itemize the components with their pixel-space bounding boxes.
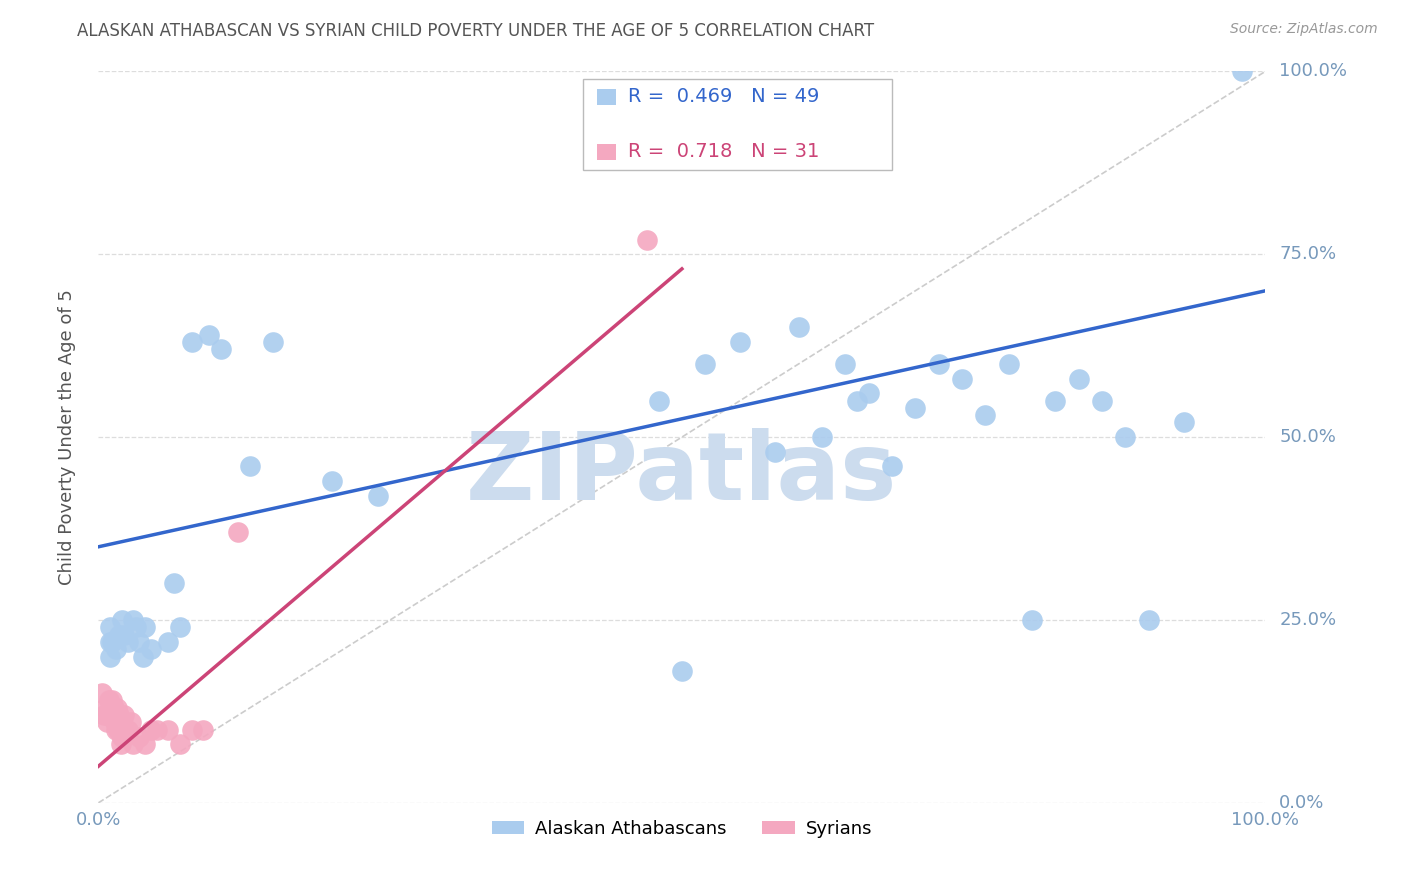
Text: 100.0%: 100.0% — [1279, 62, 1347, 80]
Point — [846, 393, 869, 408]
Point — [101, 635, 124, 649]
Point — [97, 693, 120, 707]
Point — [117, 723, 139, 737]
Point — [1067, 371, 1090, 385]
Point — [180, 723, 202, 737]
Point — [105, 700, 128, 714]
Text: 50.0%: 50.0% — [1279, 428, 1336, 446]
Point — [928, 357, 950, 371]
Point — [98, 620, 121, 634]
Point — [103, 700, 125, 714]
Point — [122, 737, 145, 751]
Point — [94, 700, 117, 714]
Text: ZIPatlas: ZIPatlas — [467, 427, 897, 520]
Point — [228, 525, 250, 540]
Point — [671, 664, 693, 678]
Point — [100, 708, 122, 723]
Point — [1114, 430, 1136, 444]
Point — [169, 737, 191, 751]
Point — [636, 233, 658, 247]
Point — [858, 386, 880, 401]
Point — [112, 708, 135, 723]
Text: R =  0.718   N = 31: R = 0.718 N = 31 — [627, 143, 820, 161]
Point — [104, 642, 127, 657]
Point — [1173, 416, 1195, 430]
Point — [97, 708, 120, 723]
Point — [193, 723, 215, 737]
Point — [209, 343, 232, 357]
Point — [125, 620, 148, 634]
Text: 25.0%: 25.0% — [1279, 611, 1337, 629]
Legend: Alaskan Athabascans, Syrians: Alaskan Athabascans, Syrians — [484, 813, 880, 845]
Text: R =  0.469   N = 49: R = 0.469 N = 49 — [627, 87, 820, 106]
Point — [96, 715, 118, 730]
Point — [1137, 613, 1160, 627]
Point — [321, 474, 343, 488]
Point — [262, 334, 284, 349]
FancyBboxPatch shape — [582, 78, 891, 170]
Point — [198, 327, 221, 342]
Point — [98, 649, 121, 664]
Text: ALASKAN ATHABASCAN VS SYRIAN CHILD POVERTY UNDER THE AGE OF 5 CORRELATION CHART: ALASKAN ATHABASCAN VS SYRIAN CHILD POVER… — [77, 22, 875, 40]
Point — [134, 620, 156, 634]
Point — [695, 357, 717, 371]
Point — [146, 723, 169, 737]
Point — [997, 357, 1019, 371]
Point — [90, 686, 112, 700]
Point — [763, 444, 786, 458]
Point — [112, 627, 135, 641]
Point — [111, 613, 134, 627]
Point — [730, 334, 752, 349]
Point — [1230, 64, 1253, 78]
Text: Source: ZipAtlas.com: Source: ZipAtlas.com — [1230, 22, 1378, 37]
Point — [128, 635, 150, 649]
Point — [647, 393, 669, 408]
Point — [157, 723, 180, 737]
Point — [974, 408, 997, 422]
Point — [904, 401, 927, 415]
Point — [834, 357, 856, 371]
Point — [139, 642, 162, 657]
Bar — [596, 89, 616, 105]
Point — [139, 723, 162, 737]
Point — [163, 576, 186, 591]
Point — [950, 371, 973, 385]
Point — [108, 708, 131, 723]
Point — [367, 489, 389, 503]
Point — [98, 635, 121, 649]
Y-axis label: Child Poverty Under the Age of 5: Child Poverty Under the Age of 5 — [58, 289, 76, 585]
Point — [111, 730, 134, 744]
Point — [128, 730, 150, 744]
Point — [169, 620, 191, 634]
Point — [239, 459, 262, 474]
Point — [180, 334, 202, 349]
Point — [104, 715, 127, 730]
Text: 75.0%: 75.0% — [1279, 245, 1337, 263]
Point — [107, 723, 129, 737]
Point — [108, 627, 131, 641]
Point — [787, 320, 810, 334]
Point — [93, 708, 115, 723]
Point — [1045, 393, 1067, 408]
Point — [1091, 393, 1114, 408]
Point — [120, 715, 142, 730]
Point — [117, 635, 139, 649]
Point — [98, 700, 121, 714]
Point — [811, 430, 834, 444]
Bar — [596, 144, 616, 160]
Point — [101, 693, 124, 707]
Point — [132, 649, 155, 664]
Point — [134, 737, 156, 751]
Point — [157, 635, 180, 649]
Point — [122, 613, 145, 627]
Point — [110, 737, 132, 751]
Point — [1021, 613, 1043, 627]
Point — [880, 459, 903, 474]
Text: 0.0%: 0.0% — [1279, 794, 1324, 812]
Point — [104, 723, 127, 737]
